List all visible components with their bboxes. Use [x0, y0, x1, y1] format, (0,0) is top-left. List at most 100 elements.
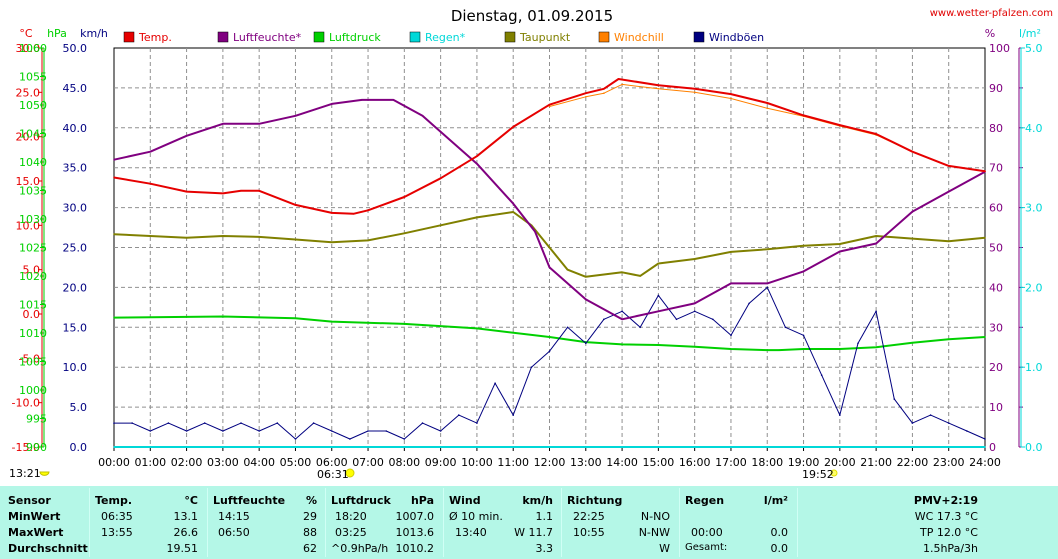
data-point [693, 302, 696, 305]
humidity-min-value: 29 [303, 510, 317, 523]
wind-avg-value: 3.3 [535, 542, 554, 555]
pressure-avg-value: 1010.2 [395, 542, 435, 555]
y-tick-label-hpa: 1005 [19, 356, 47, 369]
data-point [693, 258, 696, 260]
humidity-unit: % [305, 494, 317, 507]
data-point [421, 115, 424, 117]
data-point [258, 190, 261, 192]
data-point [222, 235, 224, 237]
temp-header: Temp. [95, 494, 133, 507]
legend-label: Taupunkt [519, 31, 571, 44]
data-point [657, 262, 660, 265]
data-point [929, 414, 932, 416]
axis-unit-kmh: km/h [80, 27, 108, 40]
data-point [203, 422, 206, 424]
data-point [331, 212, 333, 214]
legend-swatch [409, 31, 421, 43]
data-point [730, 93, 732, 95]
x-tick-label: 09:00 [425, 456, 457, 469]
data-point [875, 235, 877, 237]
data-point [113, 316, 115, 319]
sunset-time: 19:52 [802, 468, 834, 481]
pressure-unit: hPa [410, 494, 434, 507]
y-tick-label-hpa: 1035 [19, 185, 47, 198]
data-point [766, 107, 769, 110]
data-point [476, 422, 478, 424]
y-tick-label-pct: 100 [989, 42, 1010, 55]
data-point [585, 96, 587, 98]
data-point [476, 155, 478, 157]
series-line-temp [113, 78, 986, 215]
rain-unit: l/m² [763, 494, 788, 507]
data-point [984, 236, 986, 239]
y-tick-label-temp: 15.0 [16, 175, 41, 188]
x-tick-label: 22:00 [897, 456, 929, 469]
data-point [439, 177, 442, 180]
x-tick-label: 15:00 [643, 456, 675, 469]
data-point [439, 430, 442, 432]
pmv-header: PMV+2:19 [913, 494, 978, 507]
temp-max-time: 13:55 [101, 526, 133, 539]
data-point [566, 268, 569, 271]
data-point [693, 91, 696, 94]
y-tick-label-hpa: 1000 [19, 384, 47, 397]
y-tick-label-lm2: 1.0 [1025, 361, 1043, 374]
data-point [367, 430, 369, 432]
chart-title: Dienstag, 01.09.2015 [451, 7, 613, 25]
x-tick-label: 06:00 [316, 456, 348, 469]
x-tick-label: 17:00 [715, 456, 747, 469]
direction-min-time: 22:25 [573, 510, 605, 523]
data-point [185, 135, 188, 137]
durchschnitt-label: Durchschnitt [8, 542, 88, 555]
data-point [113, 422, 115, 424]
x-tick-label: 16:00 [679, 456, 711, 469]
y-tick-label-hpa: 1050 [19, 99, 47, 112]
data-point [693, 88, 696, 90]
data-point [947, 422, 950, 424]
data-point [276, 422, 279, 424]
data-point [911, 237, 914, 240]
data-point [712, 318, 714, 321]
data-point [966, 430, 968, 432]
data-point [875, 346, 877, 349]
wind-max-value: W 11.7 [514, 526, 553, 539]
x-tick-label: 13:00 [570, 456, 602, 469]
data-point [222, 430, 224, 432]
y-tick-label-lm2: 0.0 [1025, 441, 1043, 454]
data-point [585, 276, 587, 278]
data-point [167, 422, 170, 424]
y-tick-label-temp: 25.0 [16, 86, 41, 99]
rain-total-label: Gesamt: [685, 542, 728, 553]
data-point [222, 315, 224, 318]
temp-avg-value: 19.51 [166, 542, 199, 555]
data-point [617, 78, 620, 80]
data-point [802, 348, 805, 350]
data-point [778, 349, 780, 351]
data-point [222, 123, 224, 125]
data-point [766, 282, 769, 285]
data-point [476, 162, 478, 165]
source-url[interactable]: www.wetter-pfalzen.com [930, 8, 1053, 19]
data-point [730, 97, 732, 100]
legend-label: Regen* [425, 31, 466, 44]
data-point [548, 336, 551, 338]
column-divider [679, 488, 680, 557]
data-point [621, 318, 623, 321]
humidity-min-time: 14:15 [218, 510, 250, 523]
data-point [802, 334, 805, 337]
data-point [476, 327, 478, 330]
data-point [621, 343, 623, 346]
data-point [603, 92, 605, 94]
data-point [258, 430, 261, 432]
data-point [693, 310, 696, 313]
y-tick-label-kmh: 15.0 [63, 321, 88, 334]
wind-min-value: 1.1 [535, 510, 554, 523]
data-point [911, 341, 914, 344]
column-divider [443, 488, 444, 557]
moon-icon [39, 471, 50, 476]
y-tick-label-pct: 90 [989, 82, 1003, 95]
data-point [947, 240, 950, 243]
y-tick-label-lm2: 3.0 [1025, 202, 1043, 215]
x-tick-label: 05:00 [280, 456, 312, 469]
data-point [294, 238, 297, 241]
